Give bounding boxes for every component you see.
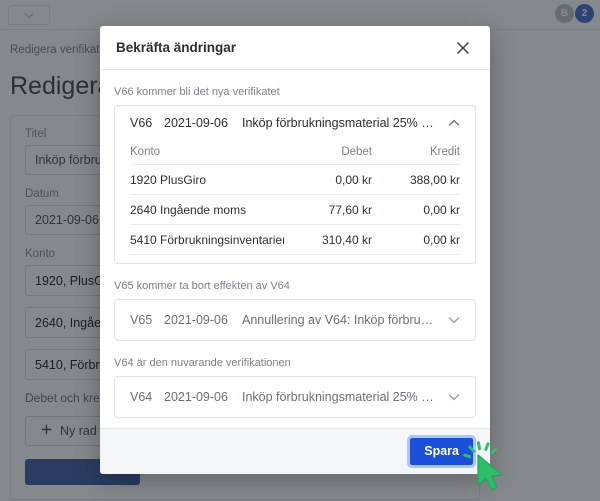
table-row: 1920 PlusGiro 0,00 kr 388,00 kr bbox=[130, 164, 460, 194]
dialog-footer: Spara bbox=[100, 428, 490, 474]
cell-kredit: 0,00 kr bbox=[423, 202, 460, 217]
voucher-id: V65 bbox=[130, 313, 153, 327]
voucher-header-v65[interactable]: V65 2021-09-06 Annullering av V64: Inköp… bbox=[115, 300, 475, 340]
cell-debet: 310,40 kr bbox=[321, 232, 372, 247]
dialog-body: V66 kommer bli det nya verifikatet V66 2… bbox=[100, 70, 490, 428]
chevron-down-icon[interactable] bbox=[446, 316, 462, 324]
voucher-date: 2021-09-06 bbox=[164, 390, 228, 404]
voucher-card-v65: V65 2021-09-06 Annullering av V64: Inköp… bbox=[114, 299, 476, 341]
column-header-konto: Konto bbox=[130, 146, 161, 158]
voucher-description: Annullering av V64: Inköp förbrukningsma… bbox=[242, 313, 446, 327]
voucher-date: 2021-09-06 bbox=[164, 116, 228, 130]
table-row: 5410 Förbrukningsinventarier 310,40 kr 0… bbox=[130, 224, 460, 254]
chevron-down-icon[interactable] bbox=[446, 393, 462, 401]
voucher-id: V64 bbox=[130, 390, 153, 404]
table-header-row: Konto Debet Kredit bbox=[130, 140, 460, 164]
voucher-description: Inköp förbrukningsmaterial 25% moms bbox=[242, 390, 446, 404]
cell-kredit: 0,00 kr bbox=[423, 232, 460, 247]
cell-kredit: 388,00 kr bbox=[409, 172, 460, 187]
voucher-lines-table: Konto Debet Kredit 1920 PlusGiro 0,00 kr… bbox=[115, 140, 475, 263]
cell-konto: 5410 Förbrukningsinventarier bbox=[130, 232, 284, 247]
dialog-title: Bekräfta ändringar bbox=[116, 40, 237, 55]
dialog-header: Bekräfta ändringar bbox=[100, 26, 490, 70]
section-caption-v64: V64 är den nuvarande verifikationen bbox=[114, 357, 291, 369]
voucher-description: Inköp förbrukningsmaterial 25% moms bbox=[242, 116, 446, 130]
table-row: 2640 Ingående moms 77,60 kr 0,00 kr bbox=[130, 194, 460, 224]
cell-debet: 77,60 kr bbox=[328, 202, 372, 217]
table-bottom-divider bbox=[130, 254, 460, 255]
save-button[interactable]: Spara bbox=[407, 435, 476, 468]
close-icon[interactable] bbox=[450, 35, 476, 61]
section-caption-v66: V66 kommer bli det nya verifikatet bbox=[114, 86, 280, 98]
voucher-id: V66 bbox=[130, 116, 153, 130]
voucher-date: 2021-09-06 bbox=[164, 313, 228, 327]
chevron-up-icon[interactable] bbox=[446, 119, 462, 127]
column-header-kredit: Kredit bbox=[429, 146, 460, 158]
voucher-header-v64[interactable]: V64 2021-09-06 Inköp förbrukningsmateria… bbox=[115, 377, 475, 417]
confirm-changes-dialog: Bekräfta ändringar V66 kommer bli det ny… bbox=[100, 26, 490, 474]
section-caption-v65: V65 kommer ta bort effekten av V64 bbox=[114, 280, 290, 292]
voucher-header-v66[interactable]: V66 2021-09-06 Inköp förbrukningsmateria… bbox=[115, 106, 475, 140]
cell-konto: 2640 Ingående moms bbox=[130, 202, 247, 217]
cell-konto: 1920 PlusGiro bbox=[130, 172, 207, 187]
cell-debet: 0,00 kr bbox=[335, 172, 372, 187]
column-header-debet: Debet bbox=[341, 146, 372, 158]
voucher-card-v66: V66 2021-09-06 Inköp förbrukningsmateria… bbox=[114, 105, 476, 264]
voucher-card-v64: V64 2021-09-06 Inköp förbrukningsmateria… bbox=[114, 376, 476, 418]
